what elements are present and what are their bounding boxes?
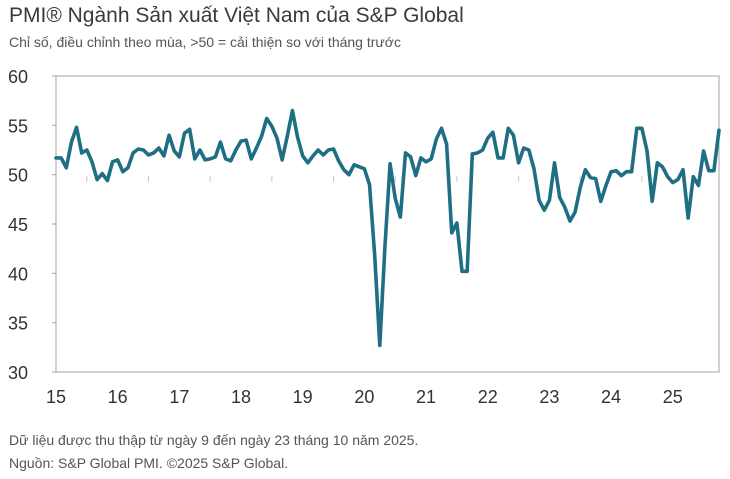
x-tick-label: 20 [354, 387, 374, 407]
x-tick-label: 17 [169, 387, 189, 407]
x-tick-label: 25 [663, 387, 683, 407]
x-tick-label: 24 [601, 387, 621, 407]
x-axis: 15 16 17 18 19 20 21 22 23 24 25 [46, 176, 683, 407]
footnote-data-collection: Dữ liệu được thu thập từ ngày 9 đến ngày… [9, 432, 419, 448]
pmi-line-chart: 30 35 40 45 50 55 60 15 16 17 18 19 20 21 22 23 24 25 [8, 67, 721, 407]
y-axis: 30 35 40 45 50 55 60 [8, 67, 720, 383]
chart-title: PMI® Ngành Sản xuất Việt Nam của S&P Glo… [9, 4, 464, 27]
y-tick-label: 45 [8, 215, 28, 235]
y-tick-label: 35 [8, 314, 28, 334]
x-tick-label: 16 [108, 387, 128, 407]
footnote-source: Nguồn: S&P Global PMI. ©2025 S&P Global. [9, 455, 289, 471]
x-tick-label: 23 [539, 387, 559, 407]
y-tick-label: 55 [8, 116, 28, 136]
y-tick-label: 60 [8, 67, 28, 87]
x-tick-label: 22 [478, 387, 498, 407]
y-tick-label: 30 [8, 363, 28, 383]
x-tick-label: 21 [416, 387, 436, 407]
x-tick-label: 15 [46, 387, 66, 407]
y-tick-label: 40 [8, 264, 28, 284]
pmi-series-line [54, 108, 721, 348]
x-tick-label: 19 [293, 387, 313, 407]
chart-subtitle: Chỉ số, điều chỉnh theo mùa, >50 = cải t… [9, 34, 401, 50]
x-tick-label: 18 [231, 387, 251, 407]
series-layer [54, 108, 721, 348]
y-tick-label: 50 [8, 166, 28, 186]
